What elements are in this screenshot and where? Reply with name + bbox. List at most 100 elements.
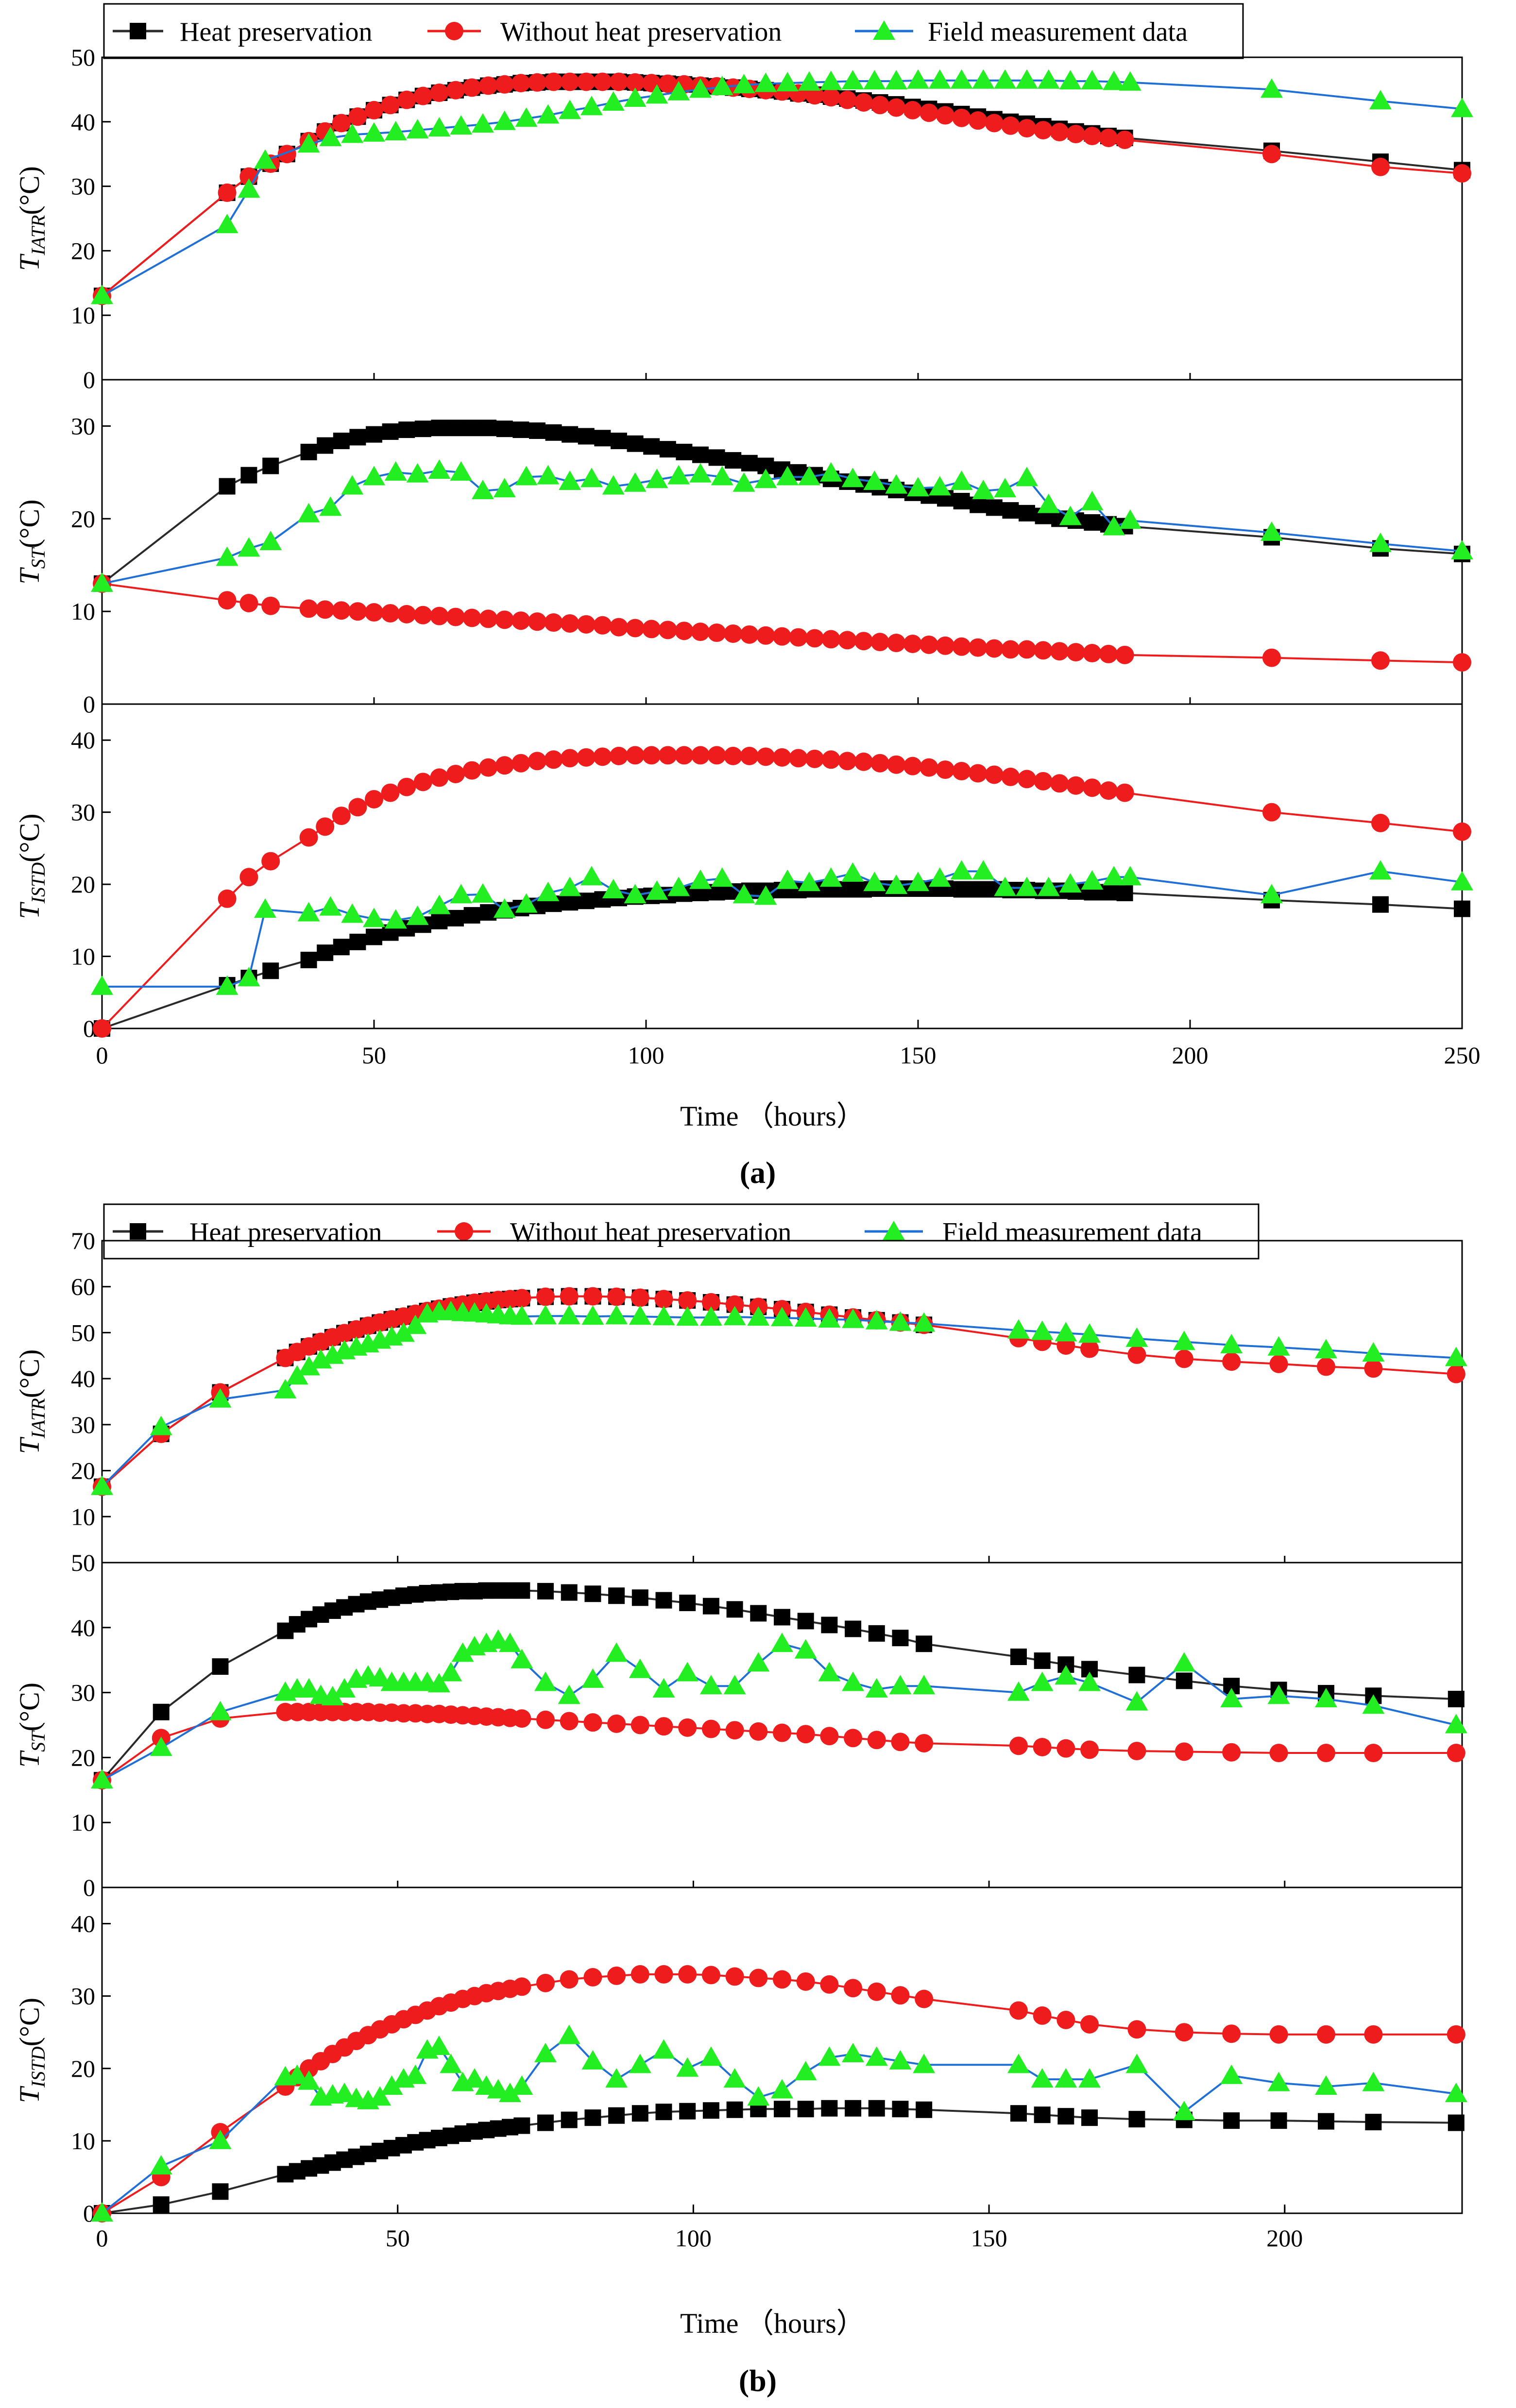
point-without [316, 817, 335, 836]
point-without [887, 634, 906, 653]
point-without [854, 752, 873, 771]
point-without [512, 1977, 531, 1996]
point-without [1115, 130, 1134, 149]
point-without [511, 754, 530, 773]
point-without [936, 106, 954, 125]
point-field [472, 480, 494, 500]
point-heat [1128, 1667, 1145, 1684]
point-without [1317, 2025, 1335, 2044]
point-field [1059, 873, 1082, 893]
y-tick-label-5: 60 [71, 1273, 95, 1300]
point-without [610, 618, 628, 637]
point-heat [741, 455, 758, 471]
point-without [821, 750, 840, 769]
point-field [794, 2061, 817, 2081]
point-field [297, 133, 320, 153]
point-field [1451, 871, 1473, 891]
point-without [610, 72, 628, 91]
point-without [887, 98, 906, 117]
point-without [1447, 1364, 1465, 1383]
point-field [440, 2054, 462, 2073]
point-heat [1128, 2111, 1145, 2128]
point-without [1364, 1744, 1383, 1763]
subplot-st: 0 10 20 30 TST(°C) [14, 379, 1473, 718]
point-heat [349, 429, 366, 446]
point-field [841, 862, 864, 882]
point-heat [892, 1630, 909, 1647]
point-without [607, 1714, 626, 1733]
y-tick-label-1: 10 [71, 943, 95, 970]
point-field [450, 461, 473, 481]
point-field [699, 1306, 722, 1326]
point-without [749, 1722, 768, 1741]
point-field [1260, 884, 1283, 904]
point-without [218, 183, 237, 202]
y-axis-label-sub: ST [27, 1730, 49, 1752]
x-tick-label-1: 50 [386, 2224, 410, 2252]
point-heat [774, 2101, 790, 2118]
point-heat [496, 421, 513, 438]
point-without [1115, 645, 1134, 664]
point-field [341, 903, 364, 923]
point-without [1066, 125, 1085, 144]
point-without [1371, 813, 1390, 832]
point-without [397, 777, 416, 796]
point-without [583, 1287, 602, 1306]
series-without [93, 1965, 1465, 2223]
series-heat [94, 2100, 1465, 2222]
point-heat [725, 452, 742, 469]
point-field [319, 496, 342, 516]
point-without [678, 1718, 697, 1737]
point-heat [708, 449, 725, 466]
point-without [560, 1970, 579, 1989]
point-without [969, 638, 988, 657]
point-field [341, 123, 364, 143]
point-field [1173, 1330, 1195, 1350]
point-without [1001, 640, 1020, 659]
point-heat [702, 1598, 719, 1615]
point-heat [676, 443, 693, 460]
point-without [796, 1725, 815, 1744]
subplot-iatr: 10 20 30 40 50 60 70 TIATR(°C) [14, 1227, 1467, 1564]
point-field [885, 875, 908, 894]
point-field [676, 2057, 699, 2077]
point-field [889, 1311, 912, 1331]
legend-b-without-label: Without heat preservation [510, 1217, 791, 1247]
series-line-field [102, 469, 1463, 585]
point-field [515, 893, 538, 913]
series-heat [94, 1582, 1465, 1789]
point-field [889, 1675, 912, 1695]
point-heat [561, 2111, 578, 2128]
point-field [392, 1322, 415, 1342]
y-tick-label-3: 30 [71, 1983, 95, 2010]
panel-label-a: (a) [740, 1155, 776, 1190]
point-without [479, 609, 498, 628]
point-without [1175, 1349, 1193, 1368]
point-field [238, 967, 260, 987]
point-field [1125, 2054, 1148, 2073]
point-without [1066, 643, 1085, 662]
point-without [626, 619, 645, 638]
point-heat [300, 951, 317, 968]
point-heat [153, 1703, 170, 1720]
point-field [1037, 876, 1060, 896]
series-line-field [102, 79, 1463, 297]
point-without [1317, 1744, 1335, 1763]
point-without [397, 605, 416, 623]
point-field [1031, 2068, 1054, 2088]
point-field [384, 121, 407, 141]
point-without [630, 1965, 649, 1984]
point-heat [562, 894, 579, 911]
chart-b: 0 50 100 150 20010203040506070TIATR(°C)01020… [14, 1227, 1467, 2252]
subplot-iatr: 0 10 20 30 40 50 TIATR(°C) [14, 44, 1473, 393]
point-field [216, 975, 238, 995]
point-without [675, 622, 694, 640]
point-without [544, 750, 563, 769]
point-without [1099, 644, 1118, 663]
point-heat [868, 1625, 885, 1642]
point-field [1315, 1687, 1337, 1707]
point-without [1001, 767, 1020, 786]
point-field [652, 2039, 675, 2059]
point-without [1018, 770, 1036, 789]
plots-layer: 0 50 100 150 200 25001020304050TIATR(°C)01020… [14, 44, 1481, 2252]
